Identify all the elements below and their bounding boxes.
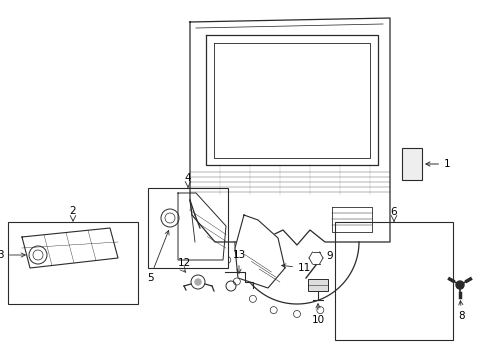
Text: 1: 1 [426, 159, 451, 169]
Bar [148, 188, 228, 268]
Bar [402, 148, 422, 180]
Text: 5: 5 [147, 230, 169, 283]
Circle shape [195, 279, 201, 285]
Text: 10: 10 [312, 304, 324, 325]
Text: 4: 4 [185, 173, 191, 183]
Bar [8, 222, 138, 304]
Text: 11: 11 [282, 263, 311, 273]
Text: 2: 2 [70, 206, 76, 216]
Bar [335, 222, 453, 340]
Text: 9: 9 [326, 251, 333, 261]
Circle shape [456, 281, 464, 289]
Text: 6: 6 [391, 207, 397, 217]
Text: 12: 12 [178, 258, 191, 268]
Text: 8: 8 [459, 301, 466, 321]
Text: 7: 7 [0, 359, 1, 360]
Text: 13: 13 [232, 250, 245, 273]
Bar [308, 279, 328, 291]
Text: 3: 3 [0, 250, 25, 260]
Polygon shape [235, 215, 285, 288]
